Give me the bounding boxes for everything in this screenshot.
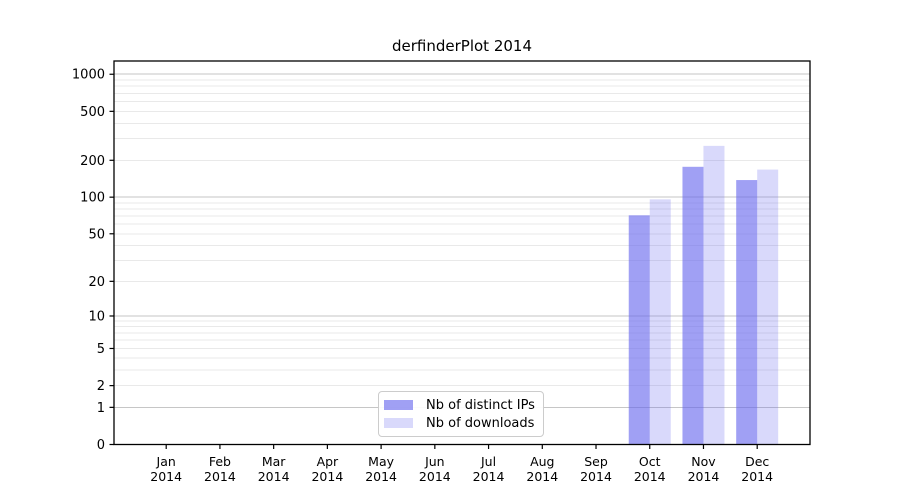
y-tick-label: 20 (88, 275, 105, 290)
x-tick-label-year: 2014 (204, 469, 236, 484)
y-tick-label: 2 (97, 379, 105, 394)
bar-oct-distinct-ips (628, 215, 650, 445)
y-tick-label: 10 (88, 309, 105, 324)
x-tick-label-month: Sep (584, 454, 608, 469)
x-tick-label-month: Mar (262, 454, 286, 469)
y-tick-label: 100 (80, 191, 105, 206)
x-tick-label-month: Jun (424, 454, 445, 469)
plot-frame (113, 60, 811, 446)
x-tick-label-year: 2014 (311, 469, 343, 484)
y-tick-label: 1000 (72, 68, 105, 83)
legend-swatch-downloads (384, 418, 413, 428)
x-tick-label-month: Feb (209, 454, 231, 469)
bar-oct-downloads (649, 199, 671, 445)
legend-label-distinct-ips: Nb of distinct IPs (426, 397, 535, 413)
x-tick-label-month: Aug (530, 454, 554, 469)
x-tick-label-month: Apr (317, 454, 339, 469)
x-tick-label-year: 2014 (419, 469, 451, 484)
x-tick-label-year: 2014 (526, 469, 558, 484)
y-tick-label: 200 (80, 154, 105, 169)
y-tick-label: 5 (97, 342, 105, 357)
x-tick-label-year: 2014 (473, 469, 505, 484)
x-tick-label-month: Oct (639, 454, 661, 469)
x-tick-label-year: 2014 (580, 469, 612, 484)
chart-title: derfinderPlot 2014 (391, 37, 532, 55)
y-tick-label: 1 (97, 401, 105, 416)
bar-dec-distinct-ips (736, 180, 758, 445)
x-tick-label-year: 2014 (634, 469, 666, 484)
x-tick-label-month: Dec (745, 454, 769, 469)
x-tick-label-month: Jul (480, 454, 496, 469)
legend: Nb of distinct IPs Nb of downloads (378, 391, 544, 437)
x-tick-label-year: 2014 (741, 469, 773, 484)
x-tick-label-month: May (368, 454, 394, 469)
y-tick-label: 50 (88, 227, 105, 242)
x-tick-label-year: 2014 (150, 469, 182, 484)
x-tick-label-year: 2014 (365, 469, 397, 484)
bar-dec-downloads (757, 169, 779, 445)
legend-label-downloads: Nb of downloads (426, 415, 535, 431)
x-tick-label-year: 2014 (688, 469, 720, 484)
legend-item-downloads: Nb of downloads (384, 414, 535, 432)
x-tick-label-month: Nov (691, 454, 716, 469)
y-tick-label: 500 (80, 105, 105, 120)
bar-nov-downloads (703, 145, 725, 445)
legend-item-distinct-ips: Nb of distinct IPs (384, 396, 535, 414)
x-tick-label-year: 2014 (258, 469, 290, 484)
y-tick-label: 0 (97, 438, 105, 453)
legend-swatch-distinct-ips (384, 400, 413, 410)
x-tick-label-month: Jan (156, 454, 176, 469)
bar-nov-distinct-ips (682, 166, 704, 445)
